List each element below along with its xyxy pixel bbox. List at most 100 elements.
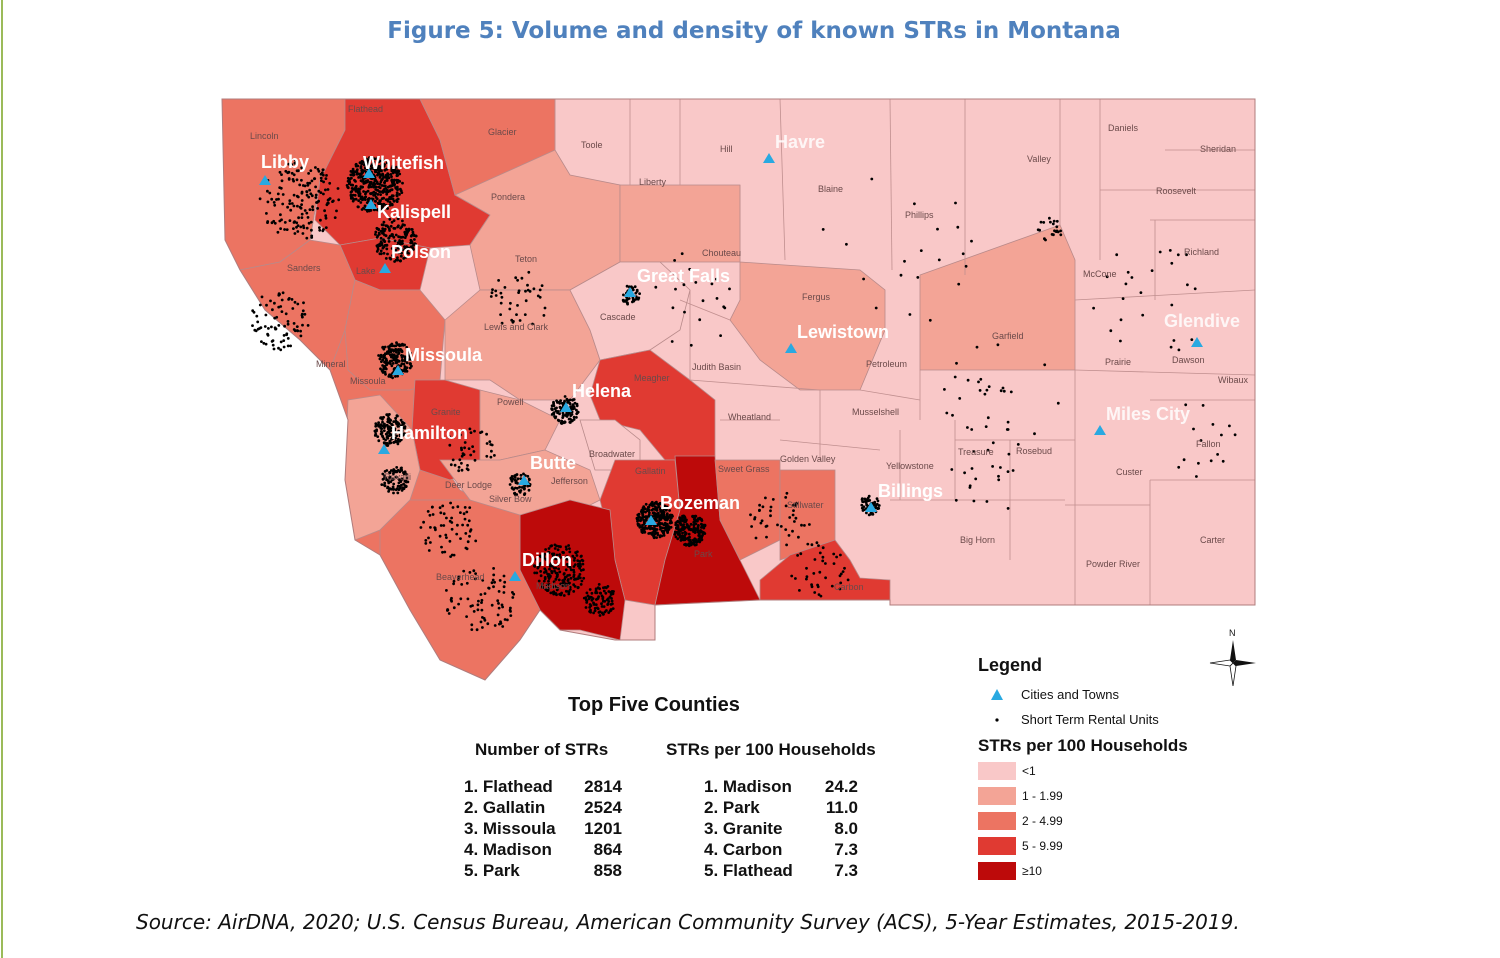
str-unit-dot (633, 285, 637, 289)
str-unit-dot (1050, 233, 1054, 236)
str-unit-dot (677, 528, 681, 532)
str-unit-dot (378, 182, 382, 186)
city-label-helena: Helena (572, 381, 632, 401)
str-unit-dot (493, 454, 496, 457)
str-unit-dot (1190, 338, 1194, 341)
str-unit-dot (434, 528, 437, 532)
list-item: 1. Flathead 2814 (464, 777, 622, 796)
str-unit-dot (394, 416, 397, 420)
str-unit-dot (299, 334, 303, 338)
str-unit-dot (300, 212, 304, 216)
str-unit-dot (594, 587, 598, 591)
str-unit-dot (463, 441, 467, 444)
str-unit-dot (449, 501, 452, 505)
str-unit-dot (805, 577, 808, 581)
str-unit-dot (985, 388, 989, 392)
str-unit-dot (991, 441, 995, 445)
str-unit-dot (668, 509, 671, 512)
str-unit-dot (536, 294, 540, 298)
str-unit-dot (561, 584, 565, 587)
str-unit-dot (387, 237, 391, 240)
str-unit-dot (510, 479, 514, 483)
county-label-chouteau: Chouteau (702, 248, 741, 258)
str-unit-dot (395, 358, 398, 362)
str-unit-dot (387, 477, 391, 480)
str-unit-dot (865, 511, 868, 515)
str-unit-dot (566, 578, 570, 581)
str-unit-dot (388, 421, 392, 425)
legend-class-label: <1 (1022, 764, 1036, 778)
str-unit-dot (368, 156, 371, 160)
str-unit-dot (370, 177, 374, 181)
str-unit-dot (268, 191, 272, 195)
str-unit-dot (324, 226, 328, 230)
str-unit-dot (609, 593, 613, 596)
str-unit-dot (862, 277, 865, 281)
str-unit-dot (430, 505, 434, 509)
str-unit-dot (380, 223, 384, 227)
str-unit-dot (402, 257, 406, 260)
str-unit-dot (413, 238, 416, 241)
str-unit-dot (405, 361, 409, 365)
str-unit-dot (390, 247, 394, 250)
str-unit-dot (260, 340, 263, 343)
str-unit-dot (582, 576, 586, 580)
county-beaverhead (379, 499, 541, 680)
str-unit-dot (641, 526, 645, 529)
str-unit-dot (497, 590, 501, 593)
count-column-heading: Number of STRs (475, 740, 609, 759)
str-unit-dot (580, 579, 584, 583)
str-unit-dot (306, 216, 310, 219)
str-unit-dot (380, 197, 384, 201)
str-unit-dot (461, 523, 464, 527)
str-unit-dot (389, 344, 392, 347)
str-unit-dot (547, 573, 551, 576)
str-unit-dot (391, 233, 394, 236)
list-item: 2. Park 11.0 (704, 798, 858, 817)
str-unit-dot (490, 449, 493, 453)
str-unit-dot (390, 354, 394, 358)
str-unit-dot (569, 576, 573, 580)
str-unit-dot (402, 471, 406, 475)
str-unit-dot (380, 184, 384, 187)
str-unit-dot (269, 299, 272, 303)
str-unit-dot (572, 559, 576, 562)
str-unit-dot (371, 162, 375, 165)
str-unit-dot (467, 519, 471, 523)
str-unit-dot (955, 361, 958, 365)
str-unit-dot (605, 609, 608, 612)
str-unit-dot (845, 242, 848, 246)
str-unit-dot (333, 216, 337, 220)
str-unit-dot (272, 347, 276, 351)
str-unit-dot (1220, 433, 1223, 437)
str-unit-dot (663, 523, 667, 527)
county-label-gallatin: Gallatin (635, 466, 666, 476)
county-label-yellowstone: Yellowstone (886, 461, 934, 471)
str-unit-dot (794, 516, 798, 520)
str-unit-dot (392, 420, 396, 424)
str-unit-dot (665, 513, 669, 517)
str-unit-dot (395, 191, 399, 195)
str-unit-dot (951, 413, 954, 417)
str-unit-dot (543, 552, 547, 556)
str-unit-dot (548, 567, 551, 571)
str-unit-dot (460, 583, 464, 586)
city-label-libby: Libby (261, 152, 309, 172)
str-unit-dot (561, 550, 565, 554)
str-unit-dot (450, 596, 453, 600)
str-unit-dot (383, 240, 387, 244)
str-unit-dot (821, 555, 825, 559)
str-unit-dot (283, 324, 286, 328)
str-unit-dot (373, 179, 377, 183)
str-unit-dot (527, 488, 531, 492)
county-label-powell: Powell (497, 397, 524, 407)
str-unit-dot (575, 554, 579, 557)
str-unit-dot (391, 254, 394, 257)
str-unit-dot (403, 236, 407, 240)
str-unit-dot (392, 219, 396, 223)
str-unit-dot (674, 521, 678, 525)
county-label-prairie: Prairie (1105, 357, 1131, 367)
city-label-great-falls: Great Falls (637, 266, 730, 286)
str-unit-dot (561, 411, 565, 415)
str-unit-dot (501, 605, 504, 609)
